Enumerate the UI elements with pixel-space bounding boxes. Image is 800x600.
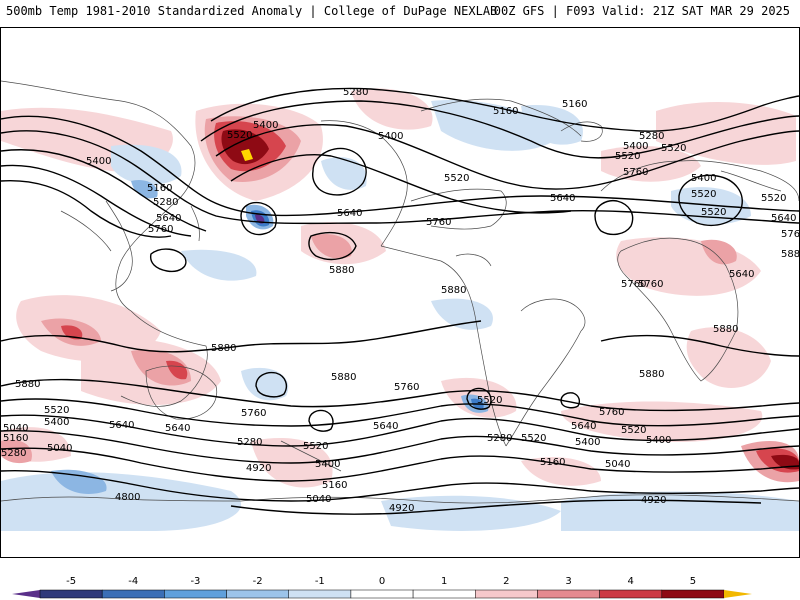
contour-label: 5640 [109, 420, 134, 431]
contour-label: 4920 [246, 463, 271, 474]
colorbar-tick-label: -2 [253, 576, 263, 587]
colorbar-segment [412, 589, 476, 599]
contour-label: 5640 [373, 421, 398, 432]
colorbar-segment [226, 589, 289, 599]
contour-label: 5400 [575, 437, 600, 448]
contour-labels: 5280 5160 5160 5400 5520 5520 5400 5160 … [1, 87, 799, 514]
contour-label: 5160 [147, 183, 172, 194]
colorbar-tick-label: 0 [379, 576, 385, 587]
colorbar-segment [599, 589, 663, 599]
contour-label: 5520 [661, 143, 686, 154]
contour-label: 5760 [599, 407, 624, 418]
contour-label: 5520 [303, 441, 328, 452]
contour-label: 5400 [253, 120, 278, 131]
colorbar-segment [39, 589, 103, 599]
contour-label: 5400 [691, 173, 716, 184]
contour-label: 5520 [44, 405, 69, 416]
contour-label: 5400 [315, 459, 340, 470]
contour-label: 5160 [322, 480, 347, 491]
contour-label: 5280 [1, 448, 26, 459]
contour-label: 5280 [153, 197, 178, 208]
contour-label: 5640 [571, 421, 596, 432]
contour-label: 5880 [331, 372, 356, 383]
contour-label: 5520 [701, 207, 726, 218]
contour-label: 5640 [156, 213, 181, 224]
contour-label: 5040 [47, 443, 72, 454]
contour-label: 5760 [781, 229, 799, 240]
contour-label: 5280 [487, 433, 512, 444]
colorbar-segment [661, 589, 725, 599]
contour-label: 5400 [646, 435, 671, 446]
contour-label: 5640 [771, 213, 796, 224]
colorbar-tick-label: -5 [66, 576, 76, 587]
contour-label: 5160 [3, 433, 28, 444]
colorbar-tick-label: 3 [565, 576, 571, 587]
contour-label: 5520 [615, 151, 640, 162]
colorbar-segment [475, 589, 538, 599]
colorbar-segment [537, 589, 600, 599]
contour-label: 5880 [781, 249, 799, 260]
colorbar-segment [350, 589, 414, 599]
contour-label: 5880 [15, 379, 40, 390]
contour-label: 5160 [493, 106, 518, 117]
colorbar-tick-label: 1 [441, 576, 447, 587]
contour-label: 5880 [639, 369, 664, 380]
contour-label: 5040 [605, 459, 630, 470]
contour-label: 5520 [444, 173, 469, 184]
colorbar-high-tip [724, 590, 752, 598]
contour-label: 5280 [343, 87, 368, 98]
contour-label: 5880 [713, 324, 738, 335]
contour-label: 5760 [394, 382, 419, 393]
contour-label: 5280 [237, 437, 262, 448]
contour-label: 5880 [441, 285, 466, 296]
contour-label: 5520 [621, 425, 646, 436]
contour-label: 5640 [337, 208, 362, 219]
contour-label: 5520 [227, 130, 252, 141]
colorbar-tick-label: 4 [628, 576, 634, 587]
contour-label: 5760 [623, 167, 648, 178]
anomaly-map: 5280 5160 5160 5400 5520 5520 5400 5160 … [0, 27, 800, 558]
contour-label: 5520 [521, 433, 546, 444]
valid-time-label: 00Z GFS | F093 Valid: 21Z SAT MAR 29 202… [493, 4, 790, 18]
contour-label: 4920 [389, 503, 414, 514]
contour-label: 4800 [115, 492, 140, 503]
anomaly-shading [1, 88, 799, 531]
colorbar-tick-label: -3 [190, 576, 200, 587]
contour-label: 5400 [378, 131, 403, 142]
contour-label: 5880 [329, 265, 354, 276]
contour-label: 5760 [148, 224, 173, 235]
contour-label: 5280 [639, 131, 664, 142]
colorbar-low-tip [12, 590, 40, 598]
contour-label: 5640 [550, 193, 575, 204]
contour-label: 5880 [211, 343, 236, 354]
height-contours [1, 87, 799, 515]
colorbar-tick-label: -4 [128, 576, 138, 587]
contour-label: 5160 [562, 99, 587, 110]
contour-label: 5520 [761, 193, 786, 204]
coastlines [1, 80, 799, 504]
colorbar-tick-label: 5 [690, 576, 696, 587]
contour-label: 5400 [623, 141, 648, 152]
contour-label: 5760 [241, 408, 266, 419]
contour-label: 5160 [540, 457, 565, 468]
contour-label: 5040 [3, 423, 28, 434]
contour-label: 5400 [44, 417, 69, 428]
contour-label: 5760 [621, 279, 646, 290]
contour-label: 5760 [426, 217, 451, 228]
contour-label: 5040 [306, 494, 331, 505]
contour-label: 5760 [638, 279, 663, 290]
contour-label: 5520 [691, 189, 716, 200]
colorbar-tick-label: -1 [315, 576, 325, 587]
contour-label: 5640 [165, 423, 190, 434]
contour-label: 4920 [641, 495, 666, 506]
colorbar-segment [288, 589, 352, 599]
contour-label: 5520 [477, 395, 502, 406]
contour-label: 5640 [729, 269, 754, 280]
colorbar-segment [164, 589, 227, 599]
anomaly-colorbar: -5 -4 -3 -2 -1 0 1 2 3 4 5 [12, 576, 752, 599]
colorbar-segment [101, 589, 165, 599]
map-title: 500mb Temp 1981-2010 Standardized Anomal… [6, 4, 498, 18]
contour-label: 5400 [86, 156, 111, 167]
colorbar-tick-label: 2 [503, 576, 509, 587]
